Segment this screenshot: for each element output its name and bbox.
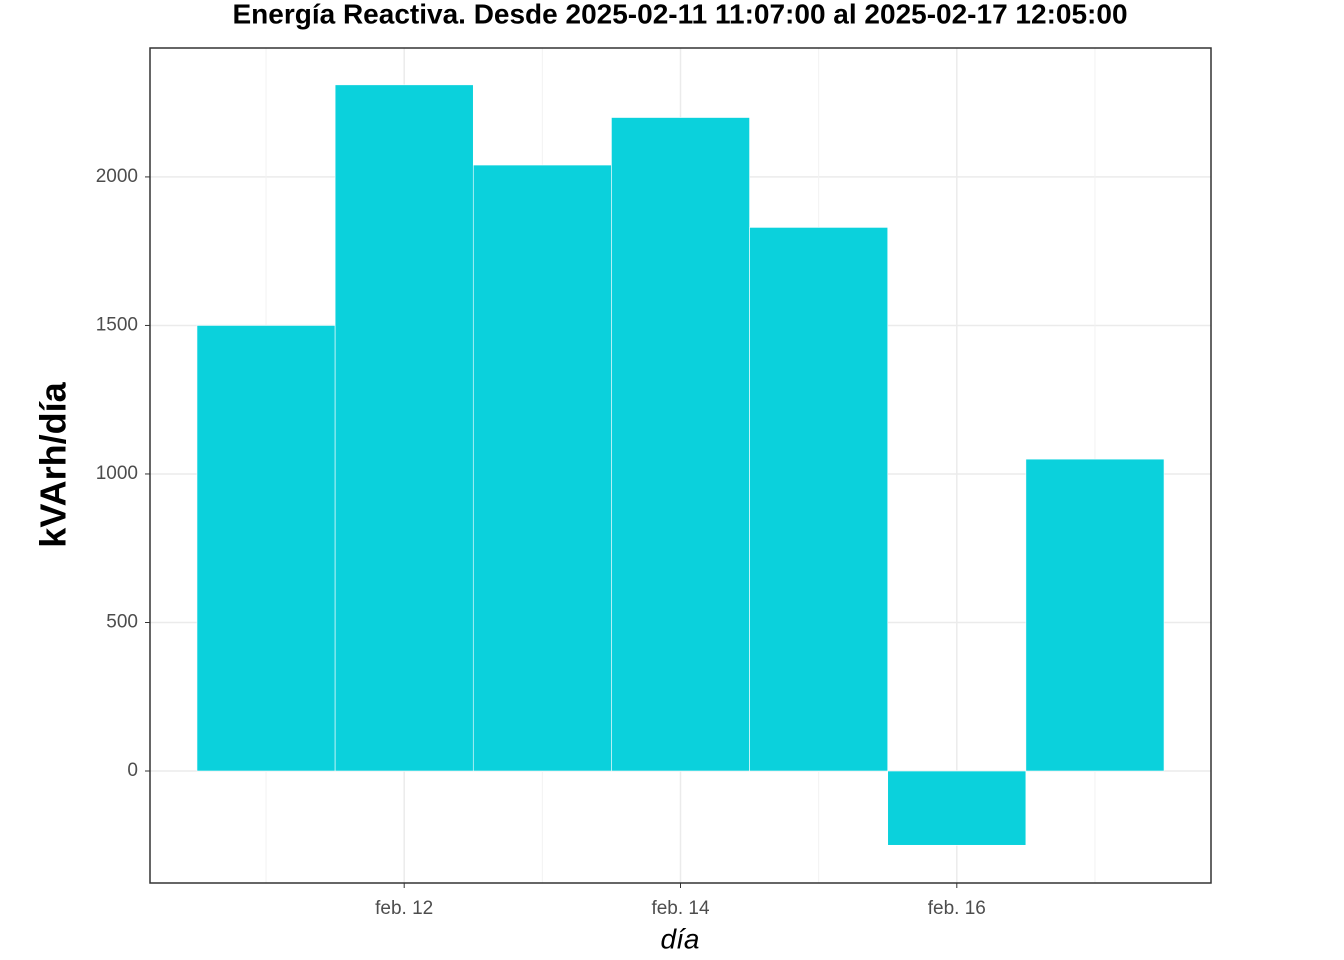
y-tick-label: 2000: [96, 166, 138, 187]
bar: [749, 227, 889, 772]
x-tick-label: feb. 16: [928, 898, 986, 919]
bar: [611, 117, 750, 772]
chart-title: Energía Reactiva. Desde 2025-02-11 11:07…: [232, 0, 1127, 29]
x-tick-label: feb. 14: [651, 898, 710, 919]
y-axis-label: kVArh/día: [33, 381, 74, 547]
bar: [472, 164, 612, 772]
bars: [196, 84, 1165, 846]
y-tick-label: 1500: [96, 314, 138, 335]
y-tick-label: 1000: [96, 463, 138, 484]
x-axis-label: día: [661, 923, 700, 954]
x-tick-label: feb. 12: [375, 898, 433, 919]
bar: [196, 325, 336, 772]
bar: [887, 770, 1027, 846]
bar: [1025, 458, 1165, 772]
y-tick-label: 500: [106, 612, 138, 633]
bar: [334, 84, 474, 772]
y-tick-label: 0: [127, 760, 138, 781]
